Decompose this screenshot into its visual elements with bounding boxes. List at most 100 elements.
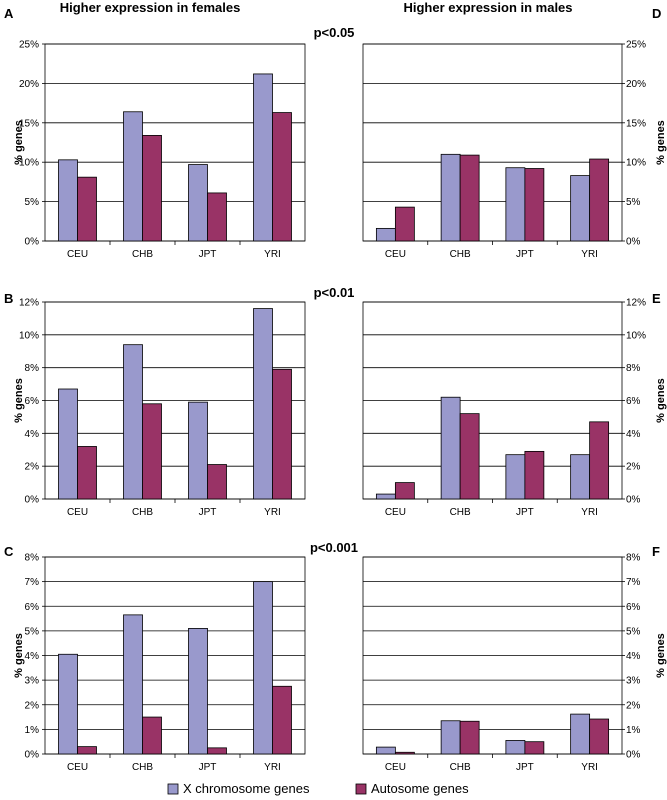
y-axis-title: % genes <box>655 120 667 165</box>
bar-autosome-chb <box>459 720 480 755</box>
y-tick-label: 7% <box>25 577 40 588</box>
header-females: Higher expression in females <box>60 0 241 15</box>
bar-x-chromosome-chb <box>123 344 143 500</box>
bar-autosome-ceu <box>394 206 415 242</box>
bar-x-chromosome-yri <box>253 308 273 500</box>
bar-autosome-jpt <box>524 741 545 755</box>
y-tick-label: 4% <box>626 429 641 440</box>
bar-autosome-ceu <box>77 746 97 755</box>
y-tick-label: 2% <box>626 462 641 473</box>
bar-autosome-yri <box>272 368 292 500</box>
category-label: CEU <box>67 507 88 518</box>
y-tick-label: 10% <box>19 330 39 341</box>
y-tick-label: 0% <box>25 750 40 761</box>
significance-label: p<0.05 <box>314 25 355 40</box>
y-tick-label: 3% <box>25 676 40 687</box>
panel-a: Ap<0.05 0% 5% 10% 15% 20% 25% % genes CEU CHB JPT Y… <box>4 6 354 260</box>
panel-letter: B <box>4 291 13 306</box>
category-label: CHB <box>450 507 471 518</box>
y-tick-label: 0% <box>626 237 641 248</box>
category-label: JPT <box>516 507 534 518</box>
bar-x-chromosome-jpt <box>505 740 526 755</box>
bar-x-chromosome-ceu <box>375 746 396 755</box>
y-tick-label: 2% <box>25 700 40 711</box>
y-tick-label: 6% <box>626 396 641 407</box>
bar-x-chromosome-jpt <box>505 454 526 500</box>
chart-panels: Ap<0.05 0% 5% 10% 15% 20% 25% % genes CEU CHB JPT Y… <box>4 6 667 773</box>
panel-letter: C <box>4 544 14 559</box>
bar-autosome-yri <box>272 685 292 755</box>
bar-autosome-chb <box>142 135 162 242</box>
bar-autosome-yri <box>589 718 610 755</box>
panel-letter: E <box>652 291 661 306</box>
y-tick-label: 2% <box>25 462 40 473</box>
bar-x-chromosome-jpt <box>188 401 208 500</box>
bar-x-chromosome-ceu <box>58 653 78 755</box>
bar-x-chromosome-chb <box>123 111 143 242</box>
category-label: CEU <box>385 249 406 260</box>
y-tick-label: 5% <box>25 197 40 208</box>
y-tick-label: 20% <box>626 79 646 90</box>
bar-autosome-jpt <box>524 450 545 500</box>
category-label: CEU <box>385 507 406 518</box>
panel-f: F 0% 1% 2% 3% 4% 5% 6% 7% 8% % genes CEU CHB JPT YRI <box>362 544 667 773</box>
y-tick-label: 5% <box>626 626 641 637</box>
y-tick-label: 1% <box>626 725 641 736</box>
y-tick-label: 8% <box>626 553 641 564</box>
y-tick-label: 20% <box>19 79 39 90</box>
bar-autosome-chb <box>142 716 162 755</box>
legend-swatch-x-chromosome <box>167 783 179 795</box>
bar-x-chromosome-jpt <box>188 628 208 755</box>
bar-autosome-yri <box>589 158 610 242</box>
bar-x-chromosome-yri <box>253 73 273 242</box>
bar-x-chromosome-chb <box>440 396 461 500</box>
category-label: CHB <box>132 507 153 518</box>
category-label: JPT <box>199 507 217 518</box>
category-label: YRI <box>264 762 281 773</box>
bar-x-chromosome-yri <box>570 175 591 242</box>
bar-autosome-yri <box>589 421 610 500</box>
bar-x-chromosome-yri <box>570 454 591 500</box>
category-label: CHB <box>450 762 471 773</box>
y-tick-label: 1% <box>25 725 40 736</box>
y-tick-label: 10% <box>626 158 646 169</box>
category-label: CEU <box>67 249 88 260</box>
y-axis-title: % genes <box>13 120 25 165</box>
y-tick-label: 10% <box>626 330 646 341</box>
y-tick-label: 10% <box>19 158 39 169</box>
y-tick-label: 0% <box>626 495 641 506</box>
category-label: CHB <box>132 762 153 773</box>
category-label: YRI <box>581 762 598 773</box>
bar-autosome-jpt <box>207 747 227 755</box>
bar-autosome-chb <box>459 154 480 242</box>
y-tick-label: 25% <box>626 40 646 51</box>
y-axis-title: % genes <box>655 378 667 423</box>
category-label: CEU <box>67 762 88 773</box>
category-label: JPT <box>199 762 217 773</box>
bar-x-chromosome-chb <box>440 720 461 755</box>
bar-autosome-chb <box>459 413 480 500</box>
legend-label-autosome: Autosome genes <box>371 781 469 796</box>
bar-x-chromosome-ceu <box>58 388 78 500</box>
y-tick-label: 12% <box>19 298 39 309</box>
y-tick-label: 12% <box>626 298 646 309</box>
y-tick-label: 6% <box>25 602 40 613</box>
panel-d: D 0% 5% 10% 15% 20% 25% % genes CEU CHB JPT YRI <box>362 6 667 260</box>
category-label: YRI <box>581 249 598 260</box>
category-label: YRI <box>264 249 281 260</box>
category-label: YRI <box>264 507 281 518</box>
y-tick-label: 5% <box>626 197 641 208</box>
bar-x-chromosome-chb <box>123 614 143 755</box>
y-tick-label: 6% <box>626 602 641 613</box>
y-tick-label: 25% <box>19 40 39 51</box>
y-tick-label: 7% <box>626 577 641 588</box>
y-tick-label: 15% <box>19 118 39 129</box>
y-tick-label: 0% <box>25 495 40 506</box>
bar-x-chromosome-ceu <box>375 227 396 242</box>
category-label: JPT <box>516 762 534 773</box>
bar-x-chromosome-yri <box>570 713 591 755</box>
panel-e: E 0% 2% 4% 6% 8% 10% 12% % genes CEU CHB JPT YRI <box>362 291 667 518</box>
